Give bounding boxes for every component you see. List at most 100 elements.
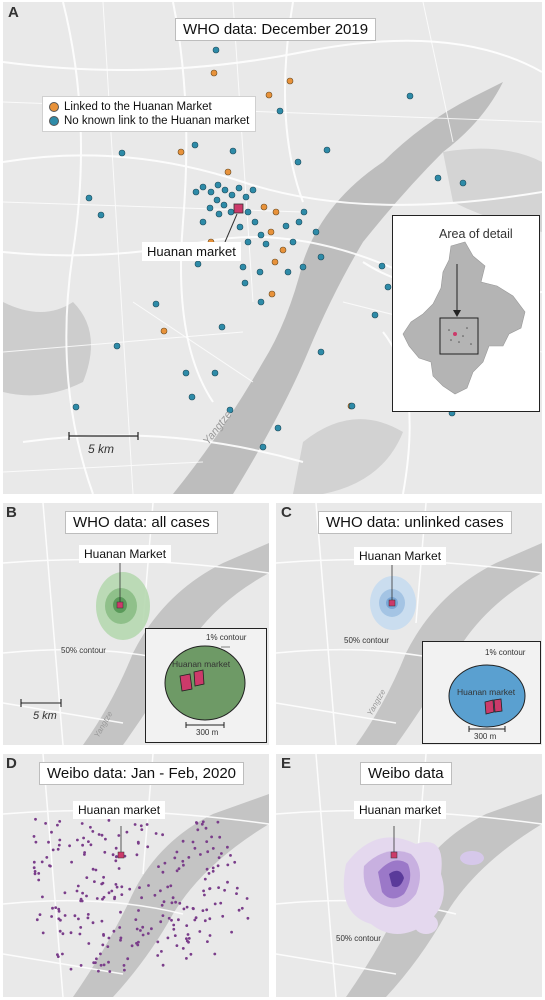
- weibo-point: [108, 970, 112, 973]
- weibo-point: [57, 909, 61, 913]
- weibo-point: [137, 940, 140, 944]
- weibo-point: [171, 896, 175, 900]
- weibo-point: [193, 846, 197, 850]
- weibo-point: [206, 850, 210, 854]
- weibo-point: [117, 867, 121, 870]
- weibo-point: [120, 893, 124, 896]
- weibo-point: [217, 886, 221, 889]
- weibo-point: [245, 897, 249, 900]
- weibo-point: [45, 856, 49, 859]
- weibo-point: [135, 853, 139, 857]
- weibo-point: [120, 885, 124, 889]
- weibo-point: [193, 918, 197, 922]
- weibo-point: [51, 848, 55, 852]
- weibo-point: [172, 923, 176, 927]
- weibo-point: [63, 914, 67, 917]
- weibo-point: [50, 915, 53, 918]
- weibo-point: [237, 908, 241, 912]
- weibo-point: [186, 933, 190, 936]
- weibo-point: [83, 851, 86, 854]
- weibo-point: [204, 826, 208, 830]
- weibo-point: [235, 886, 239, 890]
- panel-b-inset-market-label: Huanan market: [172, 659, 231, 669]
- weibo-point: [92, 961, 96, 965]
- weibo-point: [58, 929, 62, 933]
- weibo-point: [192, 907, 195, 911]
- weibo-point: [213, 952, 217, 956]
- weibo-point: [123, 968, 126, 972]
- weibo-point: [181, 947, 185, 950]
- weibo-point: [111, 853, 115, 857]
- weibo-point: [146, 932, 150, 935]
- weibo-point: [240, 906, 244, 910]
- weibo-point: [181, 859, 185, 863]
- weibo-point: [38, 913, 42, 916]
- weibo-point: [112, 929, 116, 933]
- panel-c-inset-map: [448, 664, 526, 732]
- weibo-point: [182, 907, 186, 911]
- weibo-point: [177, 918, 180, 922]
- weibo-point: [139, 929, 142, 932]
- weibo-point: [199, 853, 202, 856]
- panel-a-legend: Linked to the Huanan Market No known lin…: [42, 96, 257, 132]
- weibo-point: [211, 847, 215, 850]
- weibo-point: [135, 927, 139, 931]
- weibo-point: [47, 840, 50, 844]
- weibo-point: [95, 957, 98, 961]
- weibo-point: [133, 823, 137, 826]
- weibo-point: [73, 914, 77, 918]
- weibo-point: [122, 964, 126, 967]
- weibo-point: [87, 942, 91, 945]
- weibo-point: [91, 921, 95, 925]
- weibo-point: [61, 952, 64, 956]
- weibo-point: [207, 872, 211, 875]
- weibo-point: [185, 937, 188, 940]
- weibo-point: [175, 944, 179, 947]
- weibo-point: [117, 834, 121, 837]
- weibo-point: [211, 866, 215, 870]
- weibo-point: [141, 933, 145, 937]
- panel-c-title: WHO data: unlinked cases: [318, 511, 512, 534]
- panel-d-title: Weibo data: Jan - Feb, 2020: [39, 762, 245, 785]
- weibo-point: [97, 969, 100, 973]
- weibo-point: [201, 909, 205, 912]
- weibo-point: [118, 926, 122, 929]
- panel-c-market-label: Huanan Market: [354, 547, 447, 565]
- weibo-point: [51, 906, 54, 910]
- weibo-point: [32, 866, 36, 870]
- weibo-point: [80, 822, 84, 825]
- weibo-point: [205, 840, 209, 843]
- weibo-point: [114, 855, 118, 859]
- panel-a-map: A WHO data: December 2019 Linked to the …: [3, 2, 542, 494]
- legend-label-unlinked: No known link to the Huanan market: [64, 115, 250, 127]
- panel-a-market-label: Huanan market: [142, 242, 241, 261]
- weibo-point: [191, 840, 195, 844]
- panel-c-inset-scale: 300 m: [474, 732, 497, 741]
- weibo-point: [233, 860, 237, 864]
- weibo-point: [219, 901, 223, 905]
- panel-b-contour-1: 1% contour: [206, 633, 247, 642]
- weibo-point: [107, 960, 110, 964]
- weibo-point: [203, 893, 206, 897]
- weibo-point: [61, 932, 65, 936]
- weibo-point: [125, 830, 129, 834]
- weibo-point: [147, 884, 150, 887]
- weibo-point: [89, 843, 93, 847]
- weibo-point: [163, 861, 167, 865]
- panel-c-contour-1: 1% contour: [485, 648, 526, 657]
- weibo-point: [32, 860, 36, 864]
- teal-dot-icon: [49, 116, 59, 126]
- weibo-point: [226, 845, 229, 849]
- weibo-point: [102, 933, 105, 936]
- legend-item-linked: Linked to the Huanan Market: [49, 100, 249, 114]
- weibo-point: [35, 918, 39, 922]
- weibo-point: [87, 840, 90, 843]
- weibo-point: [159, 920, 163, 924]
- weibo-point: [113, 895, 117, 899]
- weibo-point: [211, 869, 215, 873]
- panel-e-contour-50: 50% contour: [336, 934, 381, 943]
- weibo-point: [226, 880, 229, 884]
- weibo-point: [119, 938, 122, 942]
- panel-b-inset: 1% contour Huanan market 300 m: [145, 628, 267, 743]
- weibo-point: [160, 903, 164, 907]
